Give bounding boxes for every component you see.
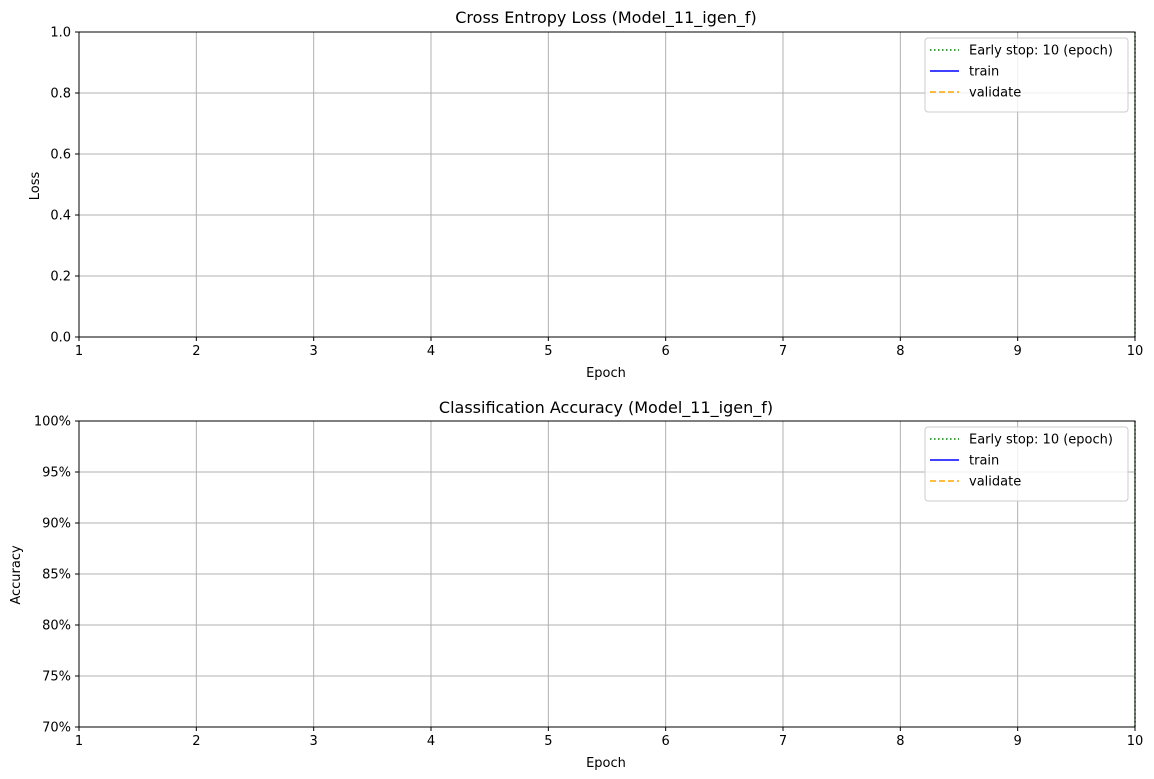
loss-x-tick-label: 5 <box>544 344 552 359</box>
loss-y-tick-label: 0.0 <box>50 331 71 346</box>
accuracy-y-tick-label: 80% <box>42 619 71 634</box>
accuracy-y-tick-label: 95% <box>42 466 71 481</box>
accuracy-x-tick-label: 2 <box>192 734 200 749</box>
accuracy-x-tick-label: 3 <box>310 734 318 749</box>
loss-x-tick-label: 3 <box>310 344 318 359</box>
loss-x-tick-label: 8 <box>896 344 904 359</box>
accuracy-legend: Early stop: 10 (epoch) train validate <box>924 426 1129 502</box>
accuracy-x-ticks: 1 2 3 4 5 6 7 8 9 10 <box>75 727 1143 749</box>
loss-x-tick-label: 6 <box>662 344 670 359</box>
accuracy-y-tick-label: 75% <box>42 670 71 685</box>
accuracy-x-tick-label: 6 <box>662 734 670 749</box>
accuracy-chart-title: Classification Accuracy (Model_11_igen_f… <box>439 398 773 418</box>
accuracy-x-tick-label: 7 <box>779 734 787 749</box>
loss-x-ticks: 1 2 3 4 5 6 7 8 9 10 <box>75 337 1143 359</box>
loss-legend-train-label: train <box>969 65 999 80</box>
loss-y-tick-label: 0.8 <box>50 87 71 102</box>
loss-y-tick-label: 1.0 <box>50 26 71 41</box>
loss-legend-box <box>924 37 1129 113</box>
loss-y-tick-label: 0.4 <box>50 209 71 224</box>
loss-x-tick-label: 1 <box>75 344 83 359</box>
loss-x-tick-label: 7 <box>779 344 787 359</box>
accuracy-y-tick-label: 100% <box>34 415 71 430</box>
accuracy-x-tick-label: 9 <box>1014 734 1022 749</box>
accuracy-legend-train-label: train <box>969 454 999 469</box>
loss-x-tick-label: 2 <box>192 344 200 359</box>
accuracy-legend-box <box>924 426 1129 502</box>
accuracy-y-axis-label: Accuracy <box>9 545 24 605</box>
loss-x-tick-label: 9 <box>1014 344 1022 359</box>
accuracy-x-tick-label: 8 <box>896 734 904 749</box>
accuracy-legend-validate-label: validate <box>969 475 1021 490</box>
loss-x-tick-label: 10 <box>1127 344 1144 359</box>
loss-y-tick-label: 0.6 <box>50 148 71 163</box>
accuracy-plot-frame <box>78 420 1136 728</box>
loss-chart-title: Cross Entropy Loss (Model_11_igen_f) <box>455 8 756 28</box>
loss-legend-early-stop-label: Early stop: 10 (epoch) <box>969 44 1113 59</box>
loss-y-ticks: 0.0 0.2 0.4 0.6 0.8 1.0 <box>50 26 79 346</box>
loss-legend-validate-label: validate <box>969 86 1021 101</box>
accuracy-x-tick-label: 10 <box>1127 734 1144 749</box>
accuracy-y-ticks: 70% 75% 80% 85% 90% 95% 100% <box>34 415 79 736</box>
loss-y-tick-label: 0.2 <box>50 270 71 285</box>
loss-y-axis-label: Loss <box>28 172 43 201</box>
accuracy-y-tick-label: 90% <box>42 517 71 532</box>
accuracy-x-tick-label: 5 <box>544 734 552 749</box>
loss-x-axis-label: Epoch <box>586 366 626 381</box>
loss-chart-panel: Cross Entropy Loss (Model_11_igen_f) Epo… <box>28 8 1143 381</box>
accuracy-legend-early-stop-label: Early stop: 10 (epoch) <box>969 433 1113 448</box>
accuracy-x-axis-label: Epoch <box>586 756 626 771</box>
loss-x-tick-label: 4 <box>427 344 435 359</box>
accuracy-x-tick-label: 1 <box>75 734 83 749</box>
accuracy-chart-panel: Classification Accuracy (Model_11_igen_f… <box>9 398 1143 771</box>
accuracy-x-tick-label: 4 <box>427 734 435 749</box>
accuracy-y-tick-label: 70% <box>42 721 71 736</box>
loss-legend: Early stop: 10 (epoch) train validate <box>924 37 1129 113</box>
accuracy-y-tick-label: 85% <box>42 568 71 583</box>
loss-plot-frame <box>78 31 1136 338</box>
